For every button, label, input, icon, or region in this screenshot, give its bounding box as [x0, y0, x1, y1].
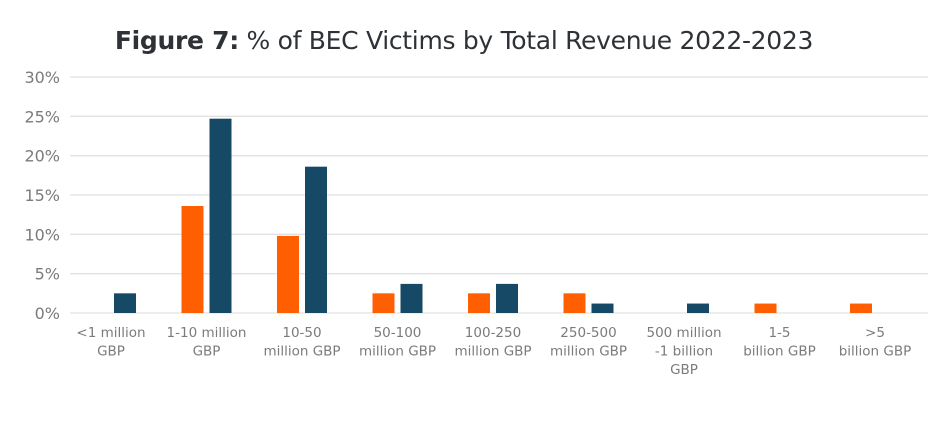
- x-tick-label-line: <1 million: [76, 325, 145, 341]
- x-tick-label: 1-5 billion GBP: [743, 325, 816, 360]
- x-tick-label-line: -1 billion: [655, 344, 713, 360]
- bar-series-1: [181, 206, 204, 313]
- y-tick-label: 20%: [24, 147, 60, 166]
- x-tick-label-line: GBP: [670, 362, 698, 378]
- x-tick-label-line: GBP: [193, 344, 221, 360]
- x-tick-label-line: million GBP: [359, 344, 436, 360]
- bar-series-2: [591, 303, 614, 313]
- x-tick-label: 500 million -1 billion GBP: [646, 325, 721, 378]
- y-axis-ticks: 0% 5% 10% 15% 20% 25% 30%: [24, 68, 60, 323]
- x-tick-label-line: 50-100: [374, 325, 422, 341]
- x-tick-label-line: billion GBP: [743, 344, 816, 360]
- x-axis-ticks: <1 million GBP 1-10 million GBP 10-50 million…: [76, 325, 911, 378]
- bar-series-1: [372, 293, 395, 313]
- y-tick-label: 0%: [35, 304, 60, 323]
- y-tick-label: 10%: [24, 225, 60, 244]
- x-tick-label-line: 100-250: [465, 325, 521, 341]
- x-tick-label: 250-500 million GBP: [550, 325, 627, 360]
- x-tick-label-line: 10-50: [282, 325, 321, 341]
- y-tick-label: 25%: [24, 107, 60, 126]
- x-tick-label-line: million GBP: [454, 344, 531, 360]
- x-tick-label-line: 500 million: [646, 325, 721, 341]
- x-tick-label: 50-100 million GBP: [359, 325, 436, 360]
- x-tick-label-line: 250-500: [560, 325, 616, 341]
- x-tick-label: 1-10 million GBP: [167, 325, 247, 360]
- bar-series-2: [687, 303, 709, 313]
- x-tick-label: 10-50 million GBP: [263, 325, 340, 360]
- x-tick-label-line: 1-5: [768, 325, 790, 341]
- y-tick-label: 30%: [24, 68, 60, 87]
- y-tick-label: 15%: [24, 186, 60, 205]
- chart-title-rest: % of BEC Victims by Total Revenue 2022-2…: [238, 26, 814, 55]
- x-tick-label-line: >5: [865, 325, 885, 341]
- bar-series-2: [305, 166, 327, 313]
- x-tick-label: 100-250 million GBP: [454, 325, 531, 360]
- chart-title-lead: Figure 7:: [114, 26, 239, 55]
- x-tick-label: >5 billion GBP: [839, 325, 912, 360]
- bar-series-1: [468, 293, 490, 313]
- bar-series-1: [277, 235, 299, 313]
- x-tick-label-line: billion GBP: [839, 344, 912, 360]
- bar-series-2: [400, 283, 423, 313]
- x-tick-label-line: 1-10 million: [167, 325, 247, 341]
- x-tick-label-line: GBP: [97, 344, 125, 360]
- bar-series-2: [496, 283, 518, 313]
- x-tick-label: <1 million GBP: [76, 325, 145, 360]
- bar-series-1: [563, 293, 586, 313]
- bar-series-1: [850, 303, 872, 313]
- bars: [114, 118, 872, 314]
- y-tick-label: 5%: [35, 265, 60, 284]
- bar-series-1: [754, 303, 777, 313]
- chart-title: Figure 7: % of BEC Victims by Total Reve…: [0, 26, 928, 55]
- x-tick-label-line: million GBP: [550, 344, 627, 360]
- bar-series-2: [114, 293, 136, 313]
- x-tick-label-line: million GBP: [263, 344, 340, 360]
- bar-series-2: [209, 118, 232, 314]
